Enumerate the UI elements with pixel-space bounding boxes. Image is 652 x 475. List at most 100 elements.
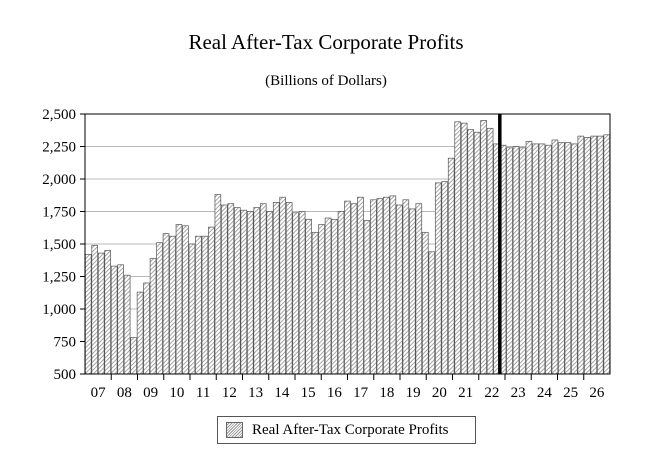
bar	[486, 127, 494, 375]
bar	[538, 143, 546, 375]
x-tick-label: 15	[301, 385, 316, 401]
bar	[318, 224, 325, 375]
bar	[84, 254, 92, 375]
bar	[525, 140, 533, 375]
bar	[123, 274, 131, 375]
bar	[272, 202, 280, 375]
bar	[182, 225, 189, 375]
x-tick-label: 20	[432, 385, 447, 401]
bar	[402, 199, 410, 375]
bar	[370, 199, 377, 375]
bar	[285, 202, 293, 375]
bar	[143, 282, 150, 375]
bar	[208, 226, 215, 375]
bar	[415, 203, 423, 375]
bar	[409, 208, 416, 375]
bar	[253, 207, 261, 375]
bar	[590, 135, 598, 375]
bar	[376, 198, 384, 375]
bar	[279, 196, 286, 375]
y-axis: 500 750 1,000 1,250 1,500 1,750 2,000 2,250 2,50…	[42, 107, 85, 383]
bar	[195, 235, 202, 375]
bar	[234, 207, 241, 375]
y-tick-label: 1,750	[42, 205, 76, 221]
bar	[545, 144, 552, 375]
bar	[447, 157, 455, 375]
x-tick-label: 24	[537, 385, 553, 401]
bar	[532, 143, 539, 375]
bar	[434, 182, 442, 375]
legend-swatch	[226, 422, 243, 438]
x-axis: 07 08 09 10 11 12 13 14 15 16 17 18 19 20 21 22 23 24 25 26	[91, 374, 605, 401]
x-tick-label: 08	[117, 385, 132, 401]
bar	[331, 218, 338, 375]
x-tick-label: 09	[143, 385, 158, 401]
bar	[596, 135, 604, 375]
bar	[311, 231, 319, 375]
bar	[396, 204, 403, 375]
bar	[473, 131, 481, 375]
x-tick-label: 22	[484, 385, 499, 401]
bar	[363, 220, 371, 375]
bar	[564, 142, 572, 375]
legend: Real After-Tax Corporate Profits	[217, 416, 476, 444]
y-tick-label: 750	[54, 335, 77, 351]
bar	[551, 139, 559, 375]
bar	[584, 137, 591, 375]
x-tick-label: 25	[563, 385, 578, 401]
bar	[603, 134, 611, 375]
bar	[149, 257, 157, 375]
x-tick-label: 07	[91, 385, 107, 401]
bar	[227, 203, 235, 375]
bar	[91, 244, 99, 375]
x-tick-label: 12	[222, 385, 237, 401]
bar	[156, 242, 163, 375]
x-tick-label: 26	[589, 385, 605, 401]
x-tick-label: 21	[458, 385, 473, 401]
legend-label: Real After-Tax Corporate Profits	[252, 421, 449, 438]
bar	[169, 235, 176, 375]
bar	[188, 243, 196, 375]
x-tick-label: 18	[379, 385, 394, 401]
bar	[441, 181, 449, 375]
x-tick-label: 10	[169, 385, 184, 401]
bar	[460, 122, 468, 375]
bar	[240, 209, 248, 375]
y-tick-label: 2,250	[42, 140, 76, 156]
bar	[97, 252, 105, 375]
bar	[558, 142, 565, 375]
x-tick-label: 13	[248, 385, 263, 401]
bar	[324, 217, 332, 375]
bar	[246, 211, 254, 375]
bar	[389, 195, 397, 375]
bar	[175, 224, 183, 375]
bar	[130, 337, 137, 375]
x-tick-label: 17	[353, 385, 369, 401]
bar	[480, 120, 487, 375]
bar	[506, 147, 513, 375]
y-tick-label: 500	[54, 367, 77, 383]
bar	[519, 147, 526, 375]
bar	[117, 264, 124, 375]
y-tick-label: 2,500	[42, 107, 76, 123]
bar	[350, 203, 358, 375]
bar	[344, 200, 351, 375]
bars	[84, 114, 611, 375]
bar	[292, 212, 299, 375]
bar	[467, 129, 474, 375]
bar	[298, 211, 306, 375]
bar	[571, 143, 578, 375]
chart-subtitle: (Billions of Dollars)	[265, 73, 387, 89]
y-tick-label: 2,000	[42, 172, 76, 188]
bar	[421, 231, 429, 375]
bar	[383, 196, 390, 375]
bar	[136, 291, 144, 375]
bar	[214, 194, 222, 375]
bar	[357, 196, 364, 375]
x-tick-label: 11	[196, 385, 210, 401]
bar	[266, 211, 274, 375]
bar	[577, 135, 585, 375]
y-tick-label: 1,000	[42, 302, 76, 318]
x-tick-label: 14	[274, 385, 290, 401]
